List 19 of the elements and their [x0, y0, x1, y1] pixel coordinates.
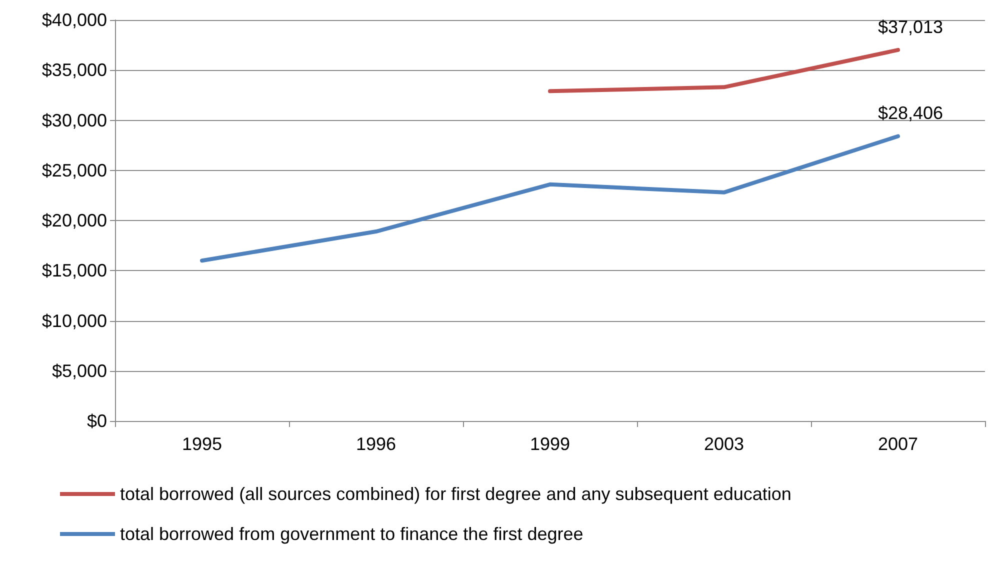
x-tick-label: 2003: [704, 434, 744, 454]
x-tick-label: 2007: [878, 434, 918, 454]
x-tick-label: 1996: [356, 434, 396, 454]
y-tick-label: $35,000: [42, 60, 107, 80]
y-tick-label: $20,000: [42, 210, 107, 230]
y-tick-label: $30,000: [42, 110, 107, 130]
y-tick-label: $10,000: [42, 310, 107, 331]
y-tick-label: $25,000: [42, 160, 107, 180]
y-tick-label: $0: [86, 411, 107, 431]
data-label: $28,406: [878, 103, 944, 124]
y-tick-label: $15,000: [42, 260, 107, 281]
y-tick-label: $5,000: [52, 360, 107, 381]
y-tick-label: $40,000: [42, 10, 107, 30]
x-tick-label: 1999: [530, 434, 570, 454]
legend-label: total borrowed from government to finance the first degree: [120, 524, 584, 544]
legend-label: total borrowed (all sources combined) for first degree and any subsequent education: [120, 484, 792, 504]
data-label: $37,013: [878, 16, 944, 37]
line-series: [200, 134, 900, 263]
x-tick-label: 1995: [182, 434, 222, 454]
